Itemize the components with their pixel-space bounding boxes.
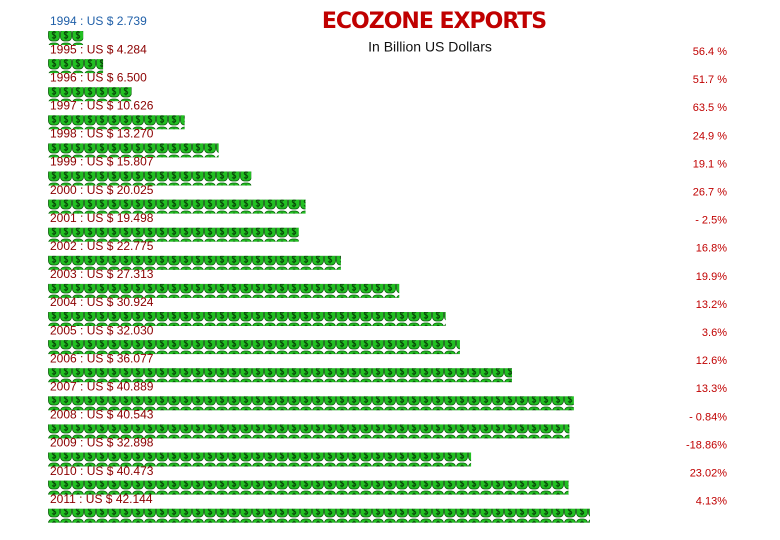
value-label: 1999 : US $ 15.807 <box>50 155 154 169</box>
growth-label: 23.02% <box>690 468 728 480</box>
growth-label: 16.8% <box>696 243 727 255</box>
growth-label: 19.9% <box>696 271 727 283</box>
bar <box>48 480 569 495</box>
value-label: 2008 : US $ 40.543 <box>50 408 154 422</box>
value-label: 1995 : US $ 4.284 <box>50 42 147 56</box>
chart-title: ECOZONE EXPORTS <box>322 9 546 34</box>
value-label: 2006 : US $ 36.077 <box>50 351 154 365</box>
value-label: 1994 : US $ 2.739 <box>50 14 147 28</box>
value-label: 2003 : US $ 27.313 <box>50 267 154 281</box>
bar <box>48 199 306 214</box>
growth-label: 24.9 % <box>693 130 727 142</box>
bar <box>48 396 574 411</box>
value-label: 2007 : US $ 40.889 <box>50 379 154 393</box>
value-label: 2004 : US $ 30.924 <box>50 295 154 309</box>
growth-label: 63.5 % <box>693 102 727 114</box>
chart-subtitle: In Billion US Dollars <box>368 39 492 55</box>
bar <box>48 115 185 130</box>
bar <box>48 312 446 326</box>
growth-label: 13.2% <box>696 299 727 311</box>
bar <box>48 255 341 270</box>
value-label: 2001 : US $ 19.498 <box>50 211 154 225</box>
growth-label: - 0.84% <box>689 411 727 423</box>
growth-label: 4.13% <box>696 496 727 508</box>
value-label: 1997 : US $ 10.626 <box>50 98 154 112</box>
growth-label: - 2.5% <box>695 215 727 227</box>
growth-label: 26.7 % <box>693 187 727 199</box>
growth-label: 12.6% <box>696 355 727 367</box>
value-label: 2010 : US $ 40.473 <box>50 464 154 478</box>
bar <box>48 59 104 74</box>
bar <box>48 87 132 102</box>
bar <box>48 452 472 467</box>
bar <box>48 368 512 383</box>
value-label: 2009 : US $ 32.898 <box>50 436 154 450</box>
bar <box>48 227 299 242</box>
value-label: 1996 : US $ 6.500 <box>50 70 147 84</box>
value-label: 2002 : US $ 22.775 <box>50 239 154 253</box>
growth-label: -18.86% <box>686 439 727 451</box>
growth-label: 51.7 % <box>693 74 727 86</box>
bar <box>48 31 84 45</box>
value-label: 2000 : US $ 20.025 <box>50 183 154 197</box>
value-label: 2005 : US $ 32.030 <box>50 323 154 337</box>
growth-label: 56.4 % <box>693 46 727 58</box>
growth-label: 19.1 % <box>693 158 727 170</box>
bar <box>48 171 252 186</box>
growth-label: 3.6% <box>702 327 727 339</box>
bar <box>48 424 570 439</box>
growth-label: 13.3% <box>696 383 727 395</box>
bar <box>48 143 219 158</box>
bar <box>48 508 590 523</box>
value-label: 2011 : US $ 42.144 <box>50 492 153 506</box>
bar <box>48 340 460 355</box>
value-label: 1998 : US $ 13.270 <box>50 127 154 141</box>
bar <box>48 283 400 298</box>
